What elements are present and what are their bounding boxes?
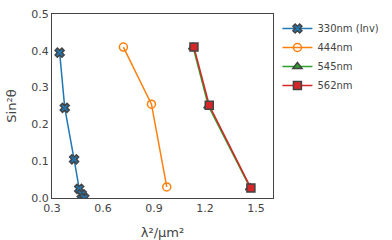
svg-text:0.3: 0.3 [43,202,61,215]
svg-text:Sin²θ: Sin²θ [4,89,19,122]
svg-text:444nm: 444nm [317,42,352,53]
svg-text:0.6: 0.6 [94,202,112,215]
svg-text:λ²/μm²: λ²/μm² [141,225,184,240]
svg-text:0.9: 0.9 [145,202,163,215]
svg-text:0.4: 0.4 [31,45,49,58]
svg-text:0.3: 0.3 [31,81,49,94]
svg-text:1.5: 1.5 [247,202,265,215]
svg-text:562nm: 562nm [317,80,352,91]
svg-text:0.0: 0.0 [31,192,49,205]
svg-text:1.2: 1.2 [196,202,214,215]
svg-text:330nm (Inv): 330nm (Inv) [317,23,378,34]
svg-text:0.2: 0.2 [31,118,49,131]
svg-text:0.1: 0.1 [31,155,49,168]
svg-text:545nm: 545nm [317,61,352,72]
svg-text:0.5: 0.5 [31,8,49,21]
